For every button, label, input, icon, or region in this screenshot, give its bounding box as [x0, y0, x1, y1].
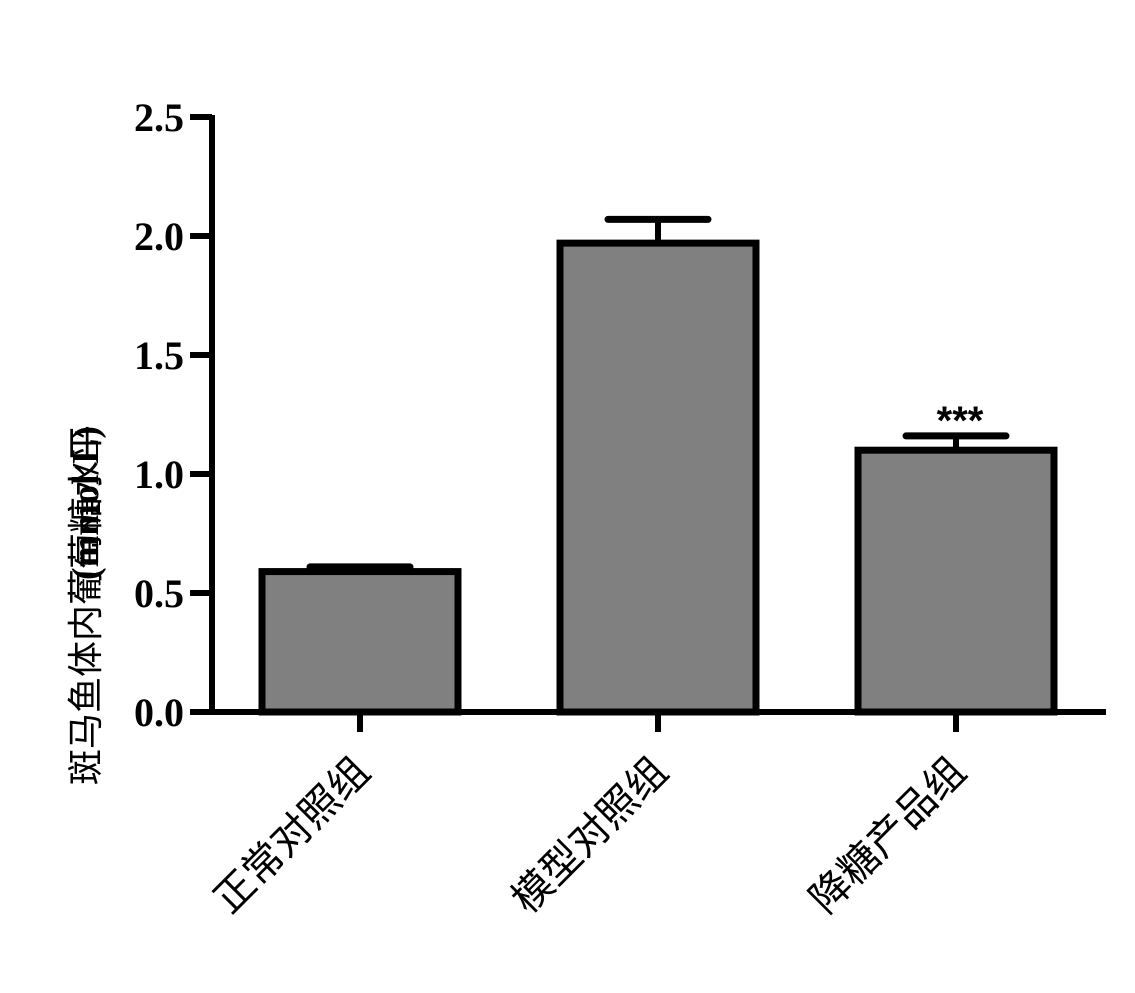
- bar: [556, 239, 760, 716]
- x-tick-label: 模型对照组: [503, 749, 677, 923]
- y-tick-label: 2.5: [134, 95, 184, 140]
- y-tick-label: 1.0: [134, 452, 184, 497]
- x-tick-label: 正常对照组: [205, 749, 379, 923]
- bar: [854, 446, 1058, 716]
- y-tick-label: 1.5: [134, 333, 184, 378]
- x-tick-label: 降糖产品组: [801, 749, 975, 923]
- y-axis-label-text: 斑马鱼体内葡萄糖水平: [66, 425, 107, 785]
- bar: [258, 568, 462, 716]
- y-axis-unit-label: (mmol/L): [65, 426, 107, 580]
- significance-label: ***: [937, 399, 984, 443]
- plot-area: *** 0.0 0.5 1.0 1.5 2.0 2.5 正常对照组 模型对照组 降糖产品组: [134, 95, 1106, 922]
- y-tick-label: 2.0: [134, 214, 184, 259]
- y-tick-label: 0.0: [134, 690, 184, 735]
- y-tick-label: 0.5: [134, 571, 184, 616]
- y-axis-label: 斑马鱼体内葡萄糖水平 (mmol/L): [65, 425, 107, 785]
